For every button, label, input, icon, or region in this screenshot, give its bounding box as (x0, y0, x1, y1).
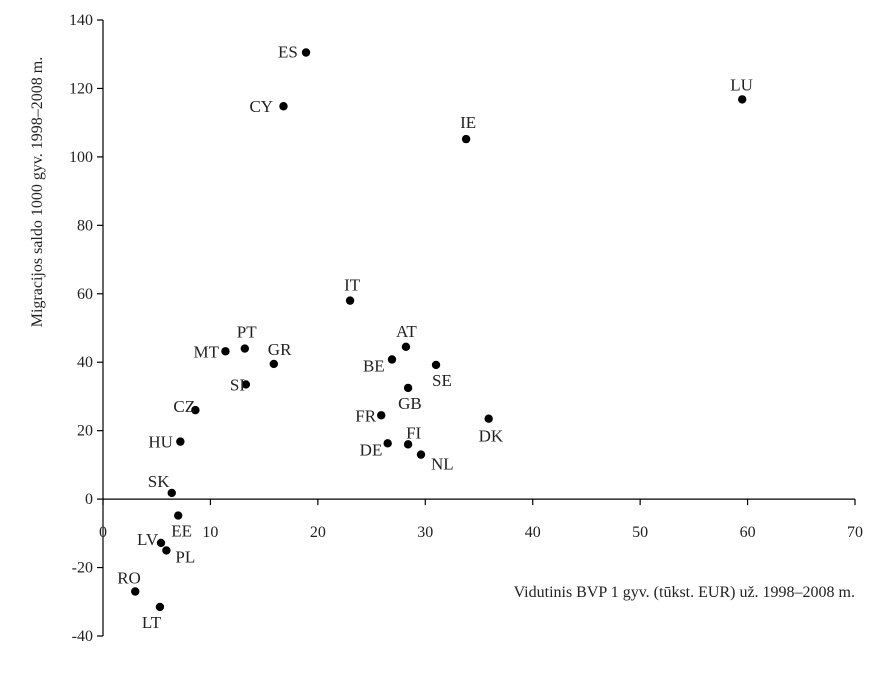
point-be (387, 355, 397, 364)
point-label-pl: PL (175, 547, 195, 566)
point-label-dk: DK (479, 427, 504, 446)
y-tick-label: 140 (69, 12, 93, 29)
y-tick-label: 20 (77, 423, 93, 440)
point-label-de: DE (360, 440, 383, 459)
y-tick-label: 120 (69, 80, 93, 97)
point-ee (174, 511, 183, 520)
data-points (131, 48, 747, 612)
point-ie (461, 134, 471, 144)
point-labels: ES CY LU IE IT PT MT GR AT BE SE SI GB CZ FR DK HU FI DE NL… (117, 43, 753, 632)
point-label-es: ES (278, 43, 298, 62)
point-label-fi: FI (406, 423, 421, 442)
x-axis-label: Vidutinis BVP 1 gyv. (tūkst. EUR) už. 19… (514, 584, 855, 601)
x-tick-label: 0 (99, 524, 107, 541)
point-it (345, 296, 355, 305)
point-es (301, 48, 311, 57)
point-cz (191, 405, 200, 415)
point-label-cy: CY (249, 97, 273, 116)
point-cy (279, 102, 288, 111)
point-nl (416, 450, 426, 459)
point-label-si: SI (230, 375, 245, 394)
point-lt (155, 602, 165, 612)
point-label-se: SE (432, 371, 452, 390)
point-mt (221, 347, 230, 356)
x-tick-label: 30 (417, 524, 433, 541)
y-tick-label: -40 (72, 628, 93, 645)
point-label-be: BE (363, 356, 385, 375)
point-label-it: IT (344, 276, 361, 295)
point-label-gr: GR (268, 340, 292, 359)
point-label-gb: GB (398, 394, 422, 413)
y-tick-label: 60 (77, 286, 93, 303)
point-label-ee: EE (171, 522, 192, 541)
point-lu (738, 95, 747, 104)
point-pl (162, 546, 171, 555)
x-tick-label: 10 (202, 524, 218, 541)
point-label-ro: RO (117, 569, 141, 588)
axes (102, 20, 855, 636)
point-label-lu: LU (730, 75, 753, 94)
point-de (383, 439, 392, 448)
point-label-pt: PT (237, 323, 257, 342)
y-tick-label: 40 (77, 354, 93, 371)
x-tick-label: 70 (847, 524, 863, 541)
point-fi (403, 440, 413, 449)
point-label-sk: SK (148, 472, 170, 491)
x-tick-label: 60 (740, 524, 756, 541)
y-axis-label: Migracijos saldo 1000 gyv. 1998–2008 m. (29, 57, 46, 328)
point-label-lv: LV (137, 530, 159, 549)
point-ro (131, 587, 140, 596)
y-tick-label: 80 (77, 217, 93, 234)
point-lv (156, 538, 166, 548)
point-se (431, 360, 441, 370)
point-label-cz: CZ (173, 397, 195, 416)
point-label-mt: MT (193, 342, 219, 361)
x-tick-label: 20 (310, 524, 326, 541)
ticks: -40 -20 0 20 40 60 80 100 120 140 0 10 20 30 40 50 60 70 (69, 12, 863, 645)
point-label-hu: HU (148, 433, 173, 452)
point-hu (176, 437, 185, 446)
point-label-at: AT (396, 322, 417, 341)
x-tick-label: 40 (525, 524, 541, 541)
point-label-lt: LT (142, 613, 162, 632)
y-tick-label: 100 (69, 149, 93, 166)
point-sk (167, 488, 176, 498)
point-at (401, 342, 411, 352)
point-dk (484, 414, 493, 423)
y-tick-label: -20 (72, 560, 93, 577)
point-label-fr: FR (355, 406, 376, 425)
point-fr (377, 411, 386, 420)
point-pt (240, 344, 250, 353)
point-label-ie: IE (460, 113, 476, 132)
point-gr (269, 359, 279, 369)
point-gb (403, 383, 413, 393)
point-label-nl: NL (431, 455, 454, 474)
x-tick-label: 50 (632, 524, 648, 541)
y-tick-label: 0 (85, 491, 93, 508)
point-si (241, 380, 251, 389)
